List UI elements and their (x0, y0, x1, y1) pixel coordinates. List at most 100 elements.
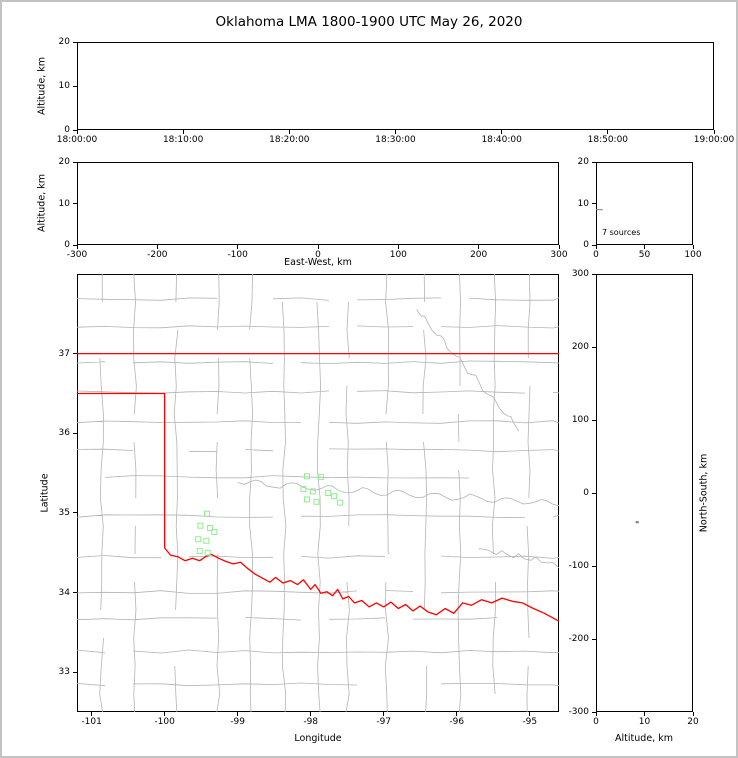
tick-label: 20 (58, 157, 70, 167)
lma-source-marker (336, 499, 343, 506)
lma-source-marker (195, 536, 202, 543)
tick-mark (73, 432, 77, 434)
lma-source-marker (204, 549, 211, 556)
tick-label: 50 (638, 250, 651, 260)
tick-mark (529, 712, 531, 716)
map-ylabel: Latitude (39, 473, 51, 513)
tick-label: 0 (593, 717, 599, 727)
tick-label: 18:10:00 (162, 135, 204, 145)
tick-mark (713, 130, 715, 134)
lma-source-marker (196, 548, 203, 555)
tick-label: 100 (389, 250, 407, 260)
tick-mark (288, 130, 290, 134)
tick-mark (592, 346, 596, 348)
lma-source-marker (331, 493, 338, 500)
tick-label: 0 (315, 250, 321, 260)
tick-mark (73, 671, 77, 673)
map-canvas (77, 274, 559, 712)
tick-label: -300 (568, 707, 589, 717)
tick-mark (607, 130, 609, 134)
lma-source-marker (300, 486, 307, 492)
lma-source-marker (206, 525, 213, 531)
tick-mark (237, 245, 239, 249)
lma-source-marker (317, 474, 324, 481)
tick-mark (395, 130, 396, 134)
tick-mark (73, 203, 77, 204)
tick-label: -95 (522, 717, 538, 727)
tick-label: 20 (58, 37, 70, 47)
tick-mark (592, 711, 596, 713)
tick-mark (76, 130, 78, 134)
histogram-canvas (596, 209, 603, 211)
tick-mark (644, 712, 645, 716)
lma-source-marker (309, 488, 316, 495)
tick-mark (164, 712, 166, 716)
lma-source-marker (197, 522, 204, 529)
lma-source-marker (211, 529, 218, 535)
tick-label: 33 (58, 667, 70, 678)
tick-label: 10 (58, 81, 70, 91)
tick-mark (595, 712, 597, 716)
tick-label: 0 (583, 488, 589, 498)
tick-mark (592, 273, 596, 275)
tick-label: 100 (684, 250, 702, 260)
tick-mark (73, 85, 77, 87)
tick-label: -200 (568, 634, 589, 644)
figure-title: Oklahoma LMA 1800-1900 UTC May 26, 2020 (215, 14, 523, 30)
tick-label: 18:30:00 (375, 135, 416, 145)
tick-mark (383, 712, 385, 716)
tick-mark (592, 244, 596, 246)
tick-label: 37 (58, 348, 70, 359)
tick-mark (692, 245, 694, 249)
tick-label: 10 (58, 198, 70, 209)
tick-label: 0 (64, 125, 70, 135)
tick-mark (592, 203, 596, 204)
time-altitude-panel (77, 42, 714, 130)
tick-label: 35 (58, 507, 70, 518)
lma-source-marker (203, 537, 210, 544)
tick-label: -100 (568, 561, 589, 571)
tick-label: 10 (577, 198, 589, 209)
tick-mark (595, 245, 597, 249)
tick-label: 100 (571, 415, 589, 425)
tick-label: -101 (81, 717, 102, 727)
tick-label: 200 (571, 342, 589, 352)
ns-panel-ylabel-right: North-South, km (698, 453, 710, 533)
tick-label: -97 (376, 717, 392, 727)
tick-mark (397, 245, 399, 249)
tick-label: 18:00:00 (56, 135, 98, 145)
tick-label: 20 (687, 717, 699, 727)
tick-mark (237, 712, 239, 716)
lma-source-marker (304, 473, 310, 480)
tick-label: 19:00:00 (693, 135, 735, 145)
tick-mark (692, 712, 694, 716)
tick-mark (478, 245, 480, 249)
sources-count-label: 7 sources (602, 228, 641, 237)
tick-mark (558, 245, 560, 249)
river-lines (237, 309, 559, 569)
tick-mark (73, 129, 77, 131)
tick-label: 200 (470, 250, 488, 260)
altitude-histogram-panel (596, 162, 693, 245)
ns-canvas (635, 521, 639, 524)
tick-label: 0 (593, 250, 599, 260)
lma-source-marker (325, 490, 332, 496)
tick-label: -98 (303, 717, 319, 727)
ew-panel-xlabel: East-West, km (284, 257, 352, 268)
lma-source-marker (313, 498, 320, 505)
tick-mark (182, 130, 184, 134)
tick-label: 300 (550, 250, 568, 260)
tick-mark (310, 712, 312, 716)
tick-mark (73, 161, 77, 163)
map-panel (77, 274, 559, 712)
map-xlabel: Longitude (294, 733, 342, 744)
county-boundaries (77, 274, 559, 712)
tick-label: 36 (58, 428, 70, 439)
tick-label: 300 (571, 269, 589, 279)
tick-mark (456, 712, 458, 716)
ns-panel-xlabel: Altitude, km (615, 733, 673, 744)
tick-label: -100 (227, 250, 248, 260)
tick-label: 0 (64, 240, 70, 250)
lma-source-marker (204, 510, 210, 517)
